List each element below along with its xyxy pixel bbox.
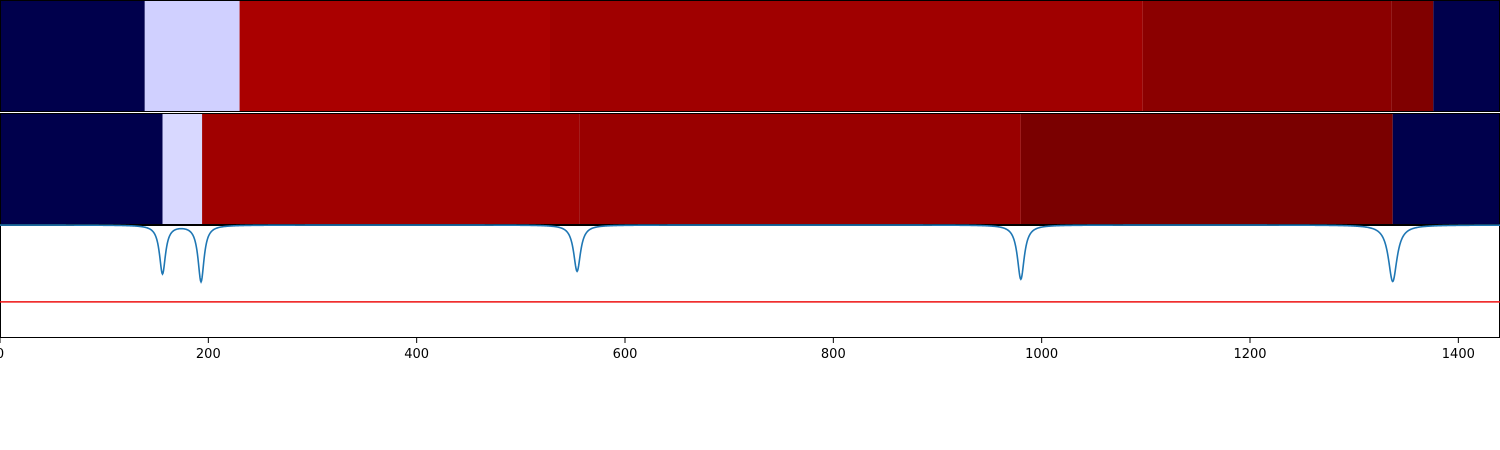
segment-bar	[162, 113, 203, 225]
signal-line	[0, 224, 1500, 284]
segment-bar	[1020, 113, 1393, 225]
x-tick-label: 800	[821, 347, 846, 362]
x-tick-label: 1200	[1233, 347, 1266, 362]
segment-bar	[579, 113, 1021, 225]
x-tick-label: 400	[404, 347, 429, 362]
x-tick-label: 1000	[1025, 347, 1058, 362]
segment-bar	[0, 0, 145, 112]
segment-row-2	[0, 113, 1500, 225]
segment-bar	[550, 0, 1143, 112]
x-tick-label: 600	[613, 347, 638, 362]
segment-bar	[239, 0, 551, 112]
x-tick-label: 1400	[1442, 347, 1475, 362]
segment-bar	[1433, 0, 1500, 112]
segment-bar	[144, 0, 240, 112]
segment-bar	[0, 113, 163, 225]
segment-bar	[1142, 0, 1392, 112]
segment-bar	[202, 113, 580, 225]
x-tick-label: 200	[196, 347, 221, 362]
x-tick-label: 0	[0, 347, 4, 362]
segment-bar	[1391, 0, 1434, 112]
x-axis: 0 200 400 600 800 1000 1200 1400	[0, 338, 1475, 362]
signal-panel-frame	[0, 225, 1500, 338]
segment-row-1	[0, 0, 1500, 112]
segment-bar	[1392, 113, 1500, 225]
signal-panel	[0, 224, 1500, 338]
